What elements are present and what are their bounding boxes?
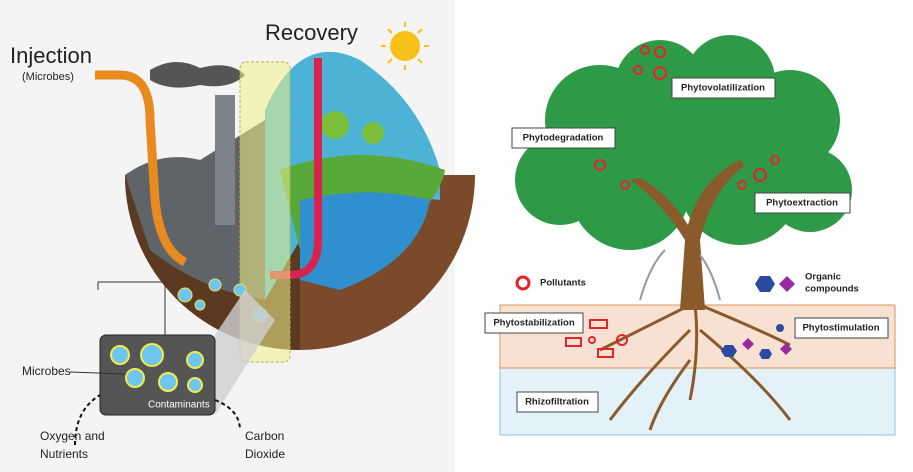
trunk <box>630 160 745 310</box>
rhizofiltration-label: Rhizofiltration <box>525 397 589 408</box>
label-box <box>511 127 616 149</box>
water <box>300 192 430 290</box>
phytoextraction-label: Phytoextraction <box>766 198 838 209</box>
recovery-pipe <box>270 58 322 279</box>
sun-rays <box>381 22 429 70</box>
right-illustration: Phytovolatilization Phytodegradation Phy… <box>484 35 896 436</box>
label-box <box>754 192 851 214</box>
label-box <box>516 391 599 413</box>
recovery-label: Recovery <box>265 20 358 45</box>
smoke <box>150 61 245 88</box>
oxygen-label: Oxygen and <box>40 429 105 443</box>
carbon-label: Carbon <box>245 429 284 443</box>
contaminants-label: Contaminants <box>148 400 210 411</box>
phytostimulation-label: Phytostimulation <box>802 323 879 334</box>
pollutant-marks <box>515 45 780 358</box>
phytostabilization-label: Phytostabilization <box>493 318 574 329</box>
injection-pipe <box>95 70 188 267</box>
sun <box>390 31 420 61</box>
phytodegradation-label: Phytodegradation <box>523 133 604 144</box>
organic-label: Organic <box>805 272 841 283</box>
pollutants-label: Pollutants <box>540 278 586 289</box>
roots <box>599 303 792 431</box>
zoom-beam <box>215 290 275 415</box>
left-illustration: Injection (Microbes) Recovery Microbes C… <box>0 0 475 472</box>
microbes-label: Microbes <box>22 364 71 378</box>
injection-sub-label: (Microbes) <box>22 71 74 83</box>
zoom-connector <box>97 281 166 335</box>
treatment-zone <box>239 61 291 363</box>
organic-marks <box>721 276 795 359</box>
phytovolatilization-label: Phytovolatilization <box>681 83 765 94</box>
tree <box>321 111 349 139</box>
carbon-label: Dioxide <box>245 447 285 461</box>
injection-label: Injection <box>10 43 92 68</box>
microbes-pointer <box>69 371 126 375</box>
tree <box>362 122 384 144</box>
uptake-arrows <box>639 249 721 301</box>
label-box <box>794 317 889 339</box>
carbon-arrow <box>214 399 241 431</box>
oxygen-label: Nutrients <box>40 447 88 461</box>
inset-microbes <box>110 343 204 393</box>
factory <box>215 95 235 225</box>
oxygen-arrow <box>74 394 101 446</box>
label-box <box>484 312 584 334</box>
organic-label: compounds <box>805 284 859 295</box>
label-box <box>671 77 776 99</box>
